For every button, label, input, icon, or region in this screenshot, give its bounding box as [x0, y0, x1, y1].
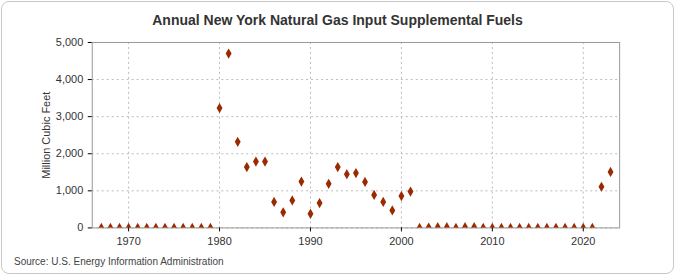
- svg-text:1970: 1970: [116, 235, 140, 247]
- svg-text:2010: 2010: [480, 235, 504, 247]
- svg-text:2020: 2020: [571, 235, 595, 247]
- html-text:Annual New York Natural Gas In: Annual New York Natural Gas Input Supple…: [152, 12, 523, 28]
- svg-text:1980: 1980: [207, 235, 231, 247]
- svg-text:1,000: 1,000: [56, 184, 83, 196]
- svg-text:0: 0: [77, 221, 83, 233]
- svg-text:5,000: 5,000: [56, 36, 83, 48]
- svg-text:2000: 2000: [389, 235, 413, 247]
- svg-text:1990: 1990: [298, 235, 322, 247]
- svg-text:4,000: 4,000: [56, 73, 83, 85]
- svg-text:3,000: 3,000: [56, 110, 83, 122]
- html-text:Source: U.S. Energy Informatio: Source: U.S. Energy Information Administ…: [14, 256, 224, 267]
- svg-text:2,000: 2,000: [56, 147, 83, 159]
- svg-text:Million Cubic Feet: Million Cubic Feet: [40, 92, 52, 179]
